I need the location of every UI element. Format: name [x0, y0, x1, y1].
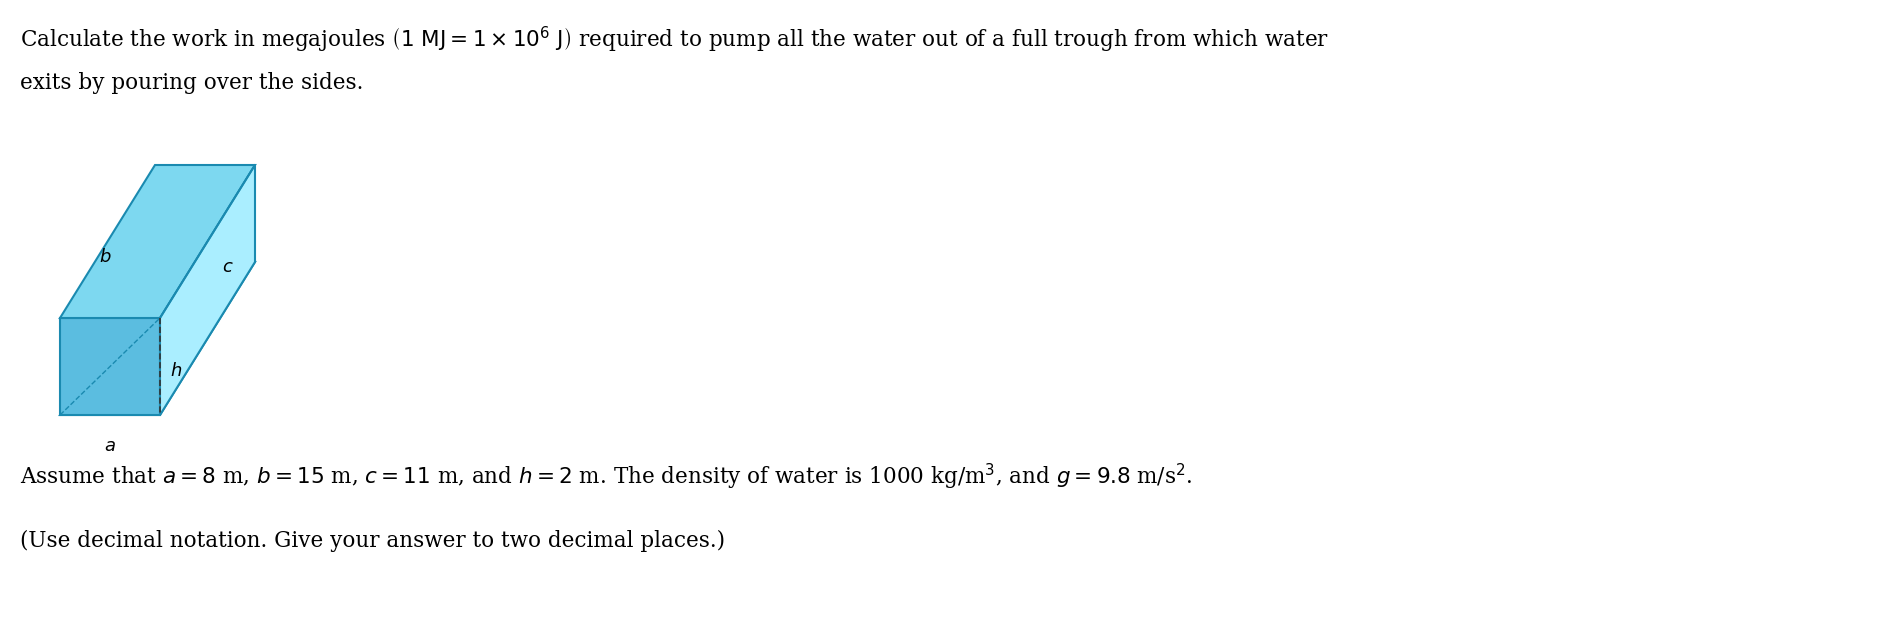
Text: Calculate the work in megajoules $\left(1\ \mathrm{MJ} = 1 \times 10^6\ \mathrm{: Calculate the work in megajoules $\left(… [21, 25, 1330, 55]
Polygon shape [61, 165, 256, 318]
Text: exits by pouring over the sides.: exits by pouring over the sides. [21, 72, 364, 94]
Text: (Use decimal notation. Give your answer to two decimal places.): (Use decimal notation. Give your answer … [21, 530, 725, 552]
Polygon shape [159, 165, 256, 415]
Polygon shape [61, 318, 159, 415]
Text: $a$: $a$ [104, 437, 116, 455]
Text: $b$: $b$ [98, 248, 112, 266]
Polygon shape [61, 262, 256, 415]
Text: $h$: $h$ [170, 363, 182, 381]
Text: Assume that $a = 8$ m, $b = 15$ m, $c = 11$ m, and $h = 2$ m. The density of wat: Assume that $a = 8$ m, $b = 15$ m, $c = … [21, 462, 1193, 492]
Text: $c$: $c$ [222, 258, 233, 276]
